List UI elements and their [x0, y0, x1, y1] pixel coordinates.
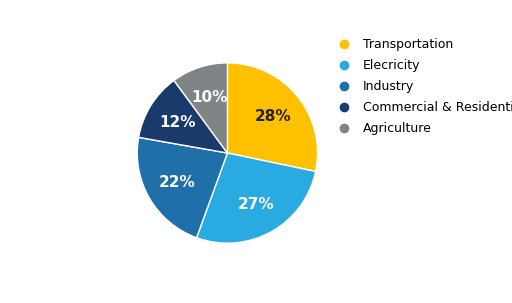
Text: 10%: 10% — [191, 90, 227, 105]
Wedge shape — [139, 80, 227, 153]
Text: 12%: 12% — [159, 115, 196, 130]
Legend: Transportation, Elecricity, Industry, Commercial & Residential, Agriculture: Transportation, Elecricity, Industry, Co… — [332, 38, 512, 135]
Wedge shape — [174, 63, 227, 153]
Wedge shape — [227, 63, 317, 171]
Text: 28%: 28% — [254, 108, 291, 124]
Wedge shape — [137, 137, 227, 238]
Wedge shape — [197, 153, 315, 243]
Text: 22%: 22% — [158, 175, 195, 190]
Text: 27%: 27% — [238, 197, 274, 212]
